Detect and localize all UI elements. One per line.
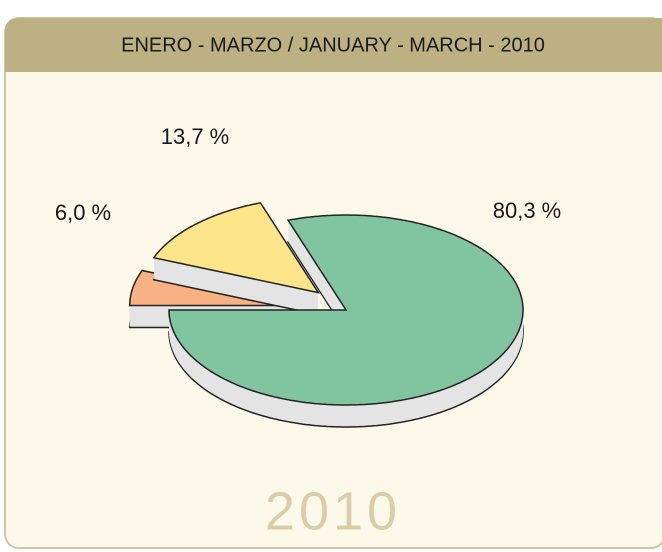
pie: [128, 202, 524, 428]
chart-title: ENERO - MARZO / JANUARY - MARCH - 2010: [121, 34, 545, 56]
slice: [152, 202, 320, 294]
header-band: [5, 18, 662, 72]
value-label: 80,3 %: [493, 198, 562, 223]
slice: [168, 214, 524, 406]
watermark: 2010: [265, 481, 401, 541]
value-label: 13,7 %: [161, 124, 230, 149]
value-label: 6,0 %: [55, 200, 111, 225]
